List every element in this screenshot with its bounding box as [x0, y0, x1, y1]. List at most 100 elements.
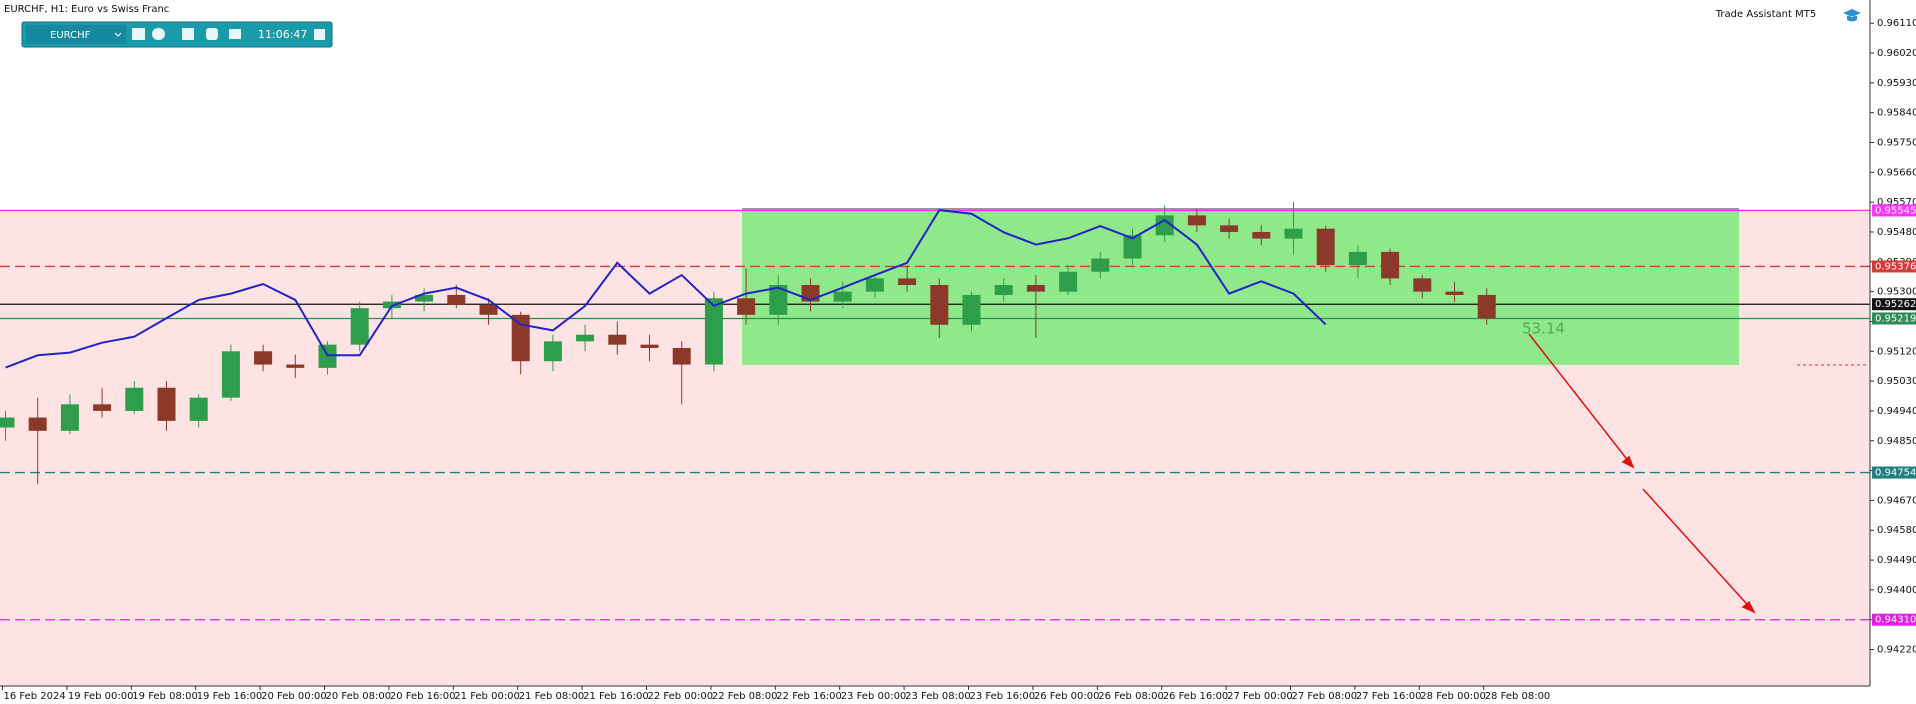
- x-tick-label: 28 Feb 08:00: [1485, 691, 1551, 702]
- y-tick-label: 0.94220: [1877, 645, 1916, 656]
- level-label: 0.94754: [1875, 468, 1916, 479]
- dropdown: [114, 32, 122, 37]
- candle-body: [125, 387, 144, 411]
- level-tag: [1872, 312, 1916, 325]
- candle-body: [93, 404, 112, 411]
- window-btn[interactable]: [314, 29, 325, 40]
- candle-body: [704, 298, 723, 365]
- x-tick-label: 21 Feb 16:00: [583, 691, 649, 702]
- menu-btn[interactable]: [229, 29, 241, 39]
- calendar-btn[interactable]: [182, 28, 194, 40]
- arrow: [1528, 333, 1634, 468]
- level-label: 0.95219: [1875, 313, 1916, 324]
- x-tick-label: 20 Feb 16:00: [390, 691, 456, 702]
- candle-body: [1348, 251, 1367, 266]
- x-tick-label: 21 Feb 08:00: [519, 691, 585, 702]
- candle-body: [1220, 225, 1239, 232]
- arrow-head: [1741, 600, 1756, 614]
- chart-title: EURCHF, H1: Euro vs Swiss Franc: [4, 4, 169, 15]
- symbol: EURCHF: [50, 30, 91, 41]
- level-label: 0.94310: [1875, 615, 1916, 626]
- candle-body: [1413, 278, 1432, 292]
- y-tick-label: 0.95570: [1877, 197, 1916, 208]
- y-tick-label: 0.95840: [1877, 108, 1916, 119]
- arrow-head: [1621, 455, 1635, 469]
- candle-body: [1026, 285, 1045, 292]
- y-tick-label: 0.94490: [1877, 555, 1916, 566]
- level-label: 0.95545: [1875, 205, 1916, 216]
- x-tick-label: 19 Feb 16:00: [197, 691, 263, 702]
- candle-body: [350, 308, 369, 345]
- candle-body: [737, 298, 756, 315]
- assistant-icon: [1843, 9, 1861, 22]
- candle-body: [1059, 271, 1078, 292]
- x-tick-label: 27 Feb 16:00: [1356, 691, 1422, 702]
- y-tick-label: 0.95660: [1877, 167, 1916, 178]
- x-tick-label: 23 Feb 08:00: [905, 691, 971, 702]
- candle-body: [576, 334, 595, 342]
- candle-body: [254, 351, 273, 365]
- candle-body: [1155, 215, 1174, 236]
- x-tick-label: 22 Feb 16:00: [776, 691, 842, 702]
- candle-body: [286, 364, 305, 368]
- candle-body: [543, 341, 562, 362]
- x-tick-label: 23 Feb 00:00: [841, 691, 907, 702]
- candle-body: [415, 294, 434, 302]
- candle-body: [1091, 258, 1110, 272]
- arrows: [1528, 333, 1756, 614]
- candle-body: [640, 344, 659, 348]
- candle-body: [898, 278, 917, 286]
- x-tick-label: 26 Feb 16:00: [1163, 691, 1229, 702]
- x-tick-label: 22 Feb 00:00: [648, 691, 714, 702]
- y-tick-label: 0.95300: [1877, 287, 1916, 298]
- candle-body: [1445, 291, 1464, 295]
- level-tag: [1872, 613, 1916, 626]
- marks: [0, 202, 1870, 621]
- level-label: 0.95376: [1875, 261, 1916, 272]
- candle-body: [1477, 294, 1496, 319]
- alert-btn[interactable]: [206, 28, 218, 40]
- level-tag: [1872, 260, 1916, 273]
- x-tick-label: 27 Feb 00:00: [1227, 691, 1293, 702]
- level-tag: [1872, 298, 1916, 311]
- candle-body: [833, 291, 852, 302]
- assistant-label: Trade Assistant MT5: [1715, 9, 1816, 20]
- y-tick-label: 0.94940: [1877, 406, 1916, 417]
- x-tick-label: 20 Feb 00:00: [261, 691, 327, 702]
- x-tick-label: 20 Feb 08:00: [326, 691, 392, 702]
- candle-body: [672, 347, 691, 365]
- toolbar: EURCHF 11:06:47: [21, 21, 333, 48]
- x-tick-label: 27 Feb 08:00: [1292, 691, 1358, 702]
- x-tick-label: 19 Feb 00:00: [68, 691, 134, 702]
- symbol-select[interactable]: [26, 25, 126, 44]
- x-tick-label: 23 Feb 16:00: [970, 691, 1036, 702]
- x-tick-label: 19 Feb 08:00: [132, 691, 198, 702]
- arrow: [1642, 488, 1755, 613]
- y-tick-label: 0.95030: [1877, 376, 1916, 387]
- level-tag: [1872, 204, 1916, 217]
- candle-body: [930, 285, 949, 325]
- candle-body: [479, 304, 498, 315]
- y-tick-label: 0.95750: [1877, 138, 1916, 149]
- indicator-line: [5, 209, 1327, 369]
- level-tag: [1872, 466, 1916, 479]
- candle-body: [769, 285, 788, 315]
- camera-btn[interactable]: [132, 28, 145, 40]
- x-tick-label: 28 Feb 00:00: [1420, 691, 1486, 702]
- y-tick-label: 0.96020: [1877, 48, 1916, 59]
- candle-body: [447, 294, 466, 305]
- candle-body: [60, 404, 79, 431]
- y-tick-label: 0.95480: [1877, 227, 1916, 238]
- annotation: 53.14: [1522, 320, 1565, 338]
- y-tick-label: 0.95120: [1877, 346, 1916, 357]
- candle-body: [1252, 231, 1271, 239]
- candle-body: [962, 294, 981, 325]
- y-tick-label: 0.94670: [1877, 495, 1916, 506]
- y-tick-label: 0.94580: [1877, 525, 1916, 536]
- candle-body: [608, 334, 627, 345]
- candle-body: [157, 387, 176, 421]
- eye-btn[interactable]: [152, 28, 165, 40]
- y-tick-label: 0.94850: [1877, 436, 1916, 447]
- y-tick-label: 0.95930: [1877, 78, 1916, 89]
